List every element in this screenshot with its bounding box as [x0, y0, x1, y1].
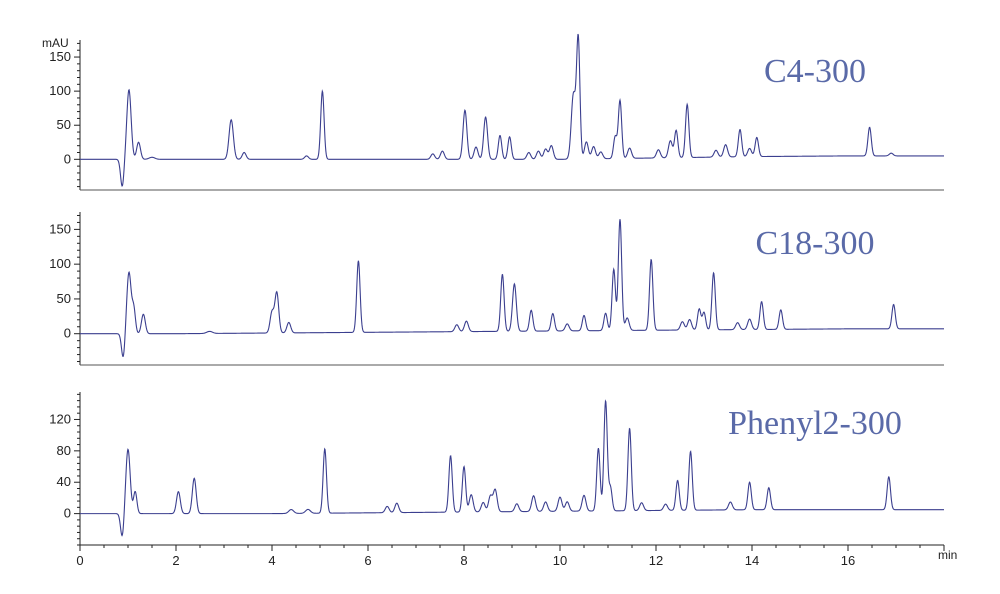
- y-unit-label: mAU: [42, 36, 69, 50]
- y-tick-label: 150: [49, 49, 71, 64]
- x-tick-label: 6: [364, 553, 371, 568]
- chart-panels: 0 50 100 150 C4-300 0 50 100 150 C18-300 0 40 80 120 P…: [49, 33, 944, 546]
- panel-title: C18-300: [756, 225, 875, 262]
- y-tick-label: 120: [49, 411, 71, 426]
- panel-title: Phenyl2-300: [728, 405, 902, 442]
- x-tick-label: 14: [745, 553, 759, 568]
- y-tick-label: 40: [57, 474, 71, 489]
- chromatogram-trace: [80, 219, 944, 357]
- y-tick-label: 100: [49, 256, 71, 271]
- y-tick-label: 50: [57, 117, 71, 132]
- panel-title: C4-300: [764, 53, 866, 90]
- x-tick-label: 4: [268, 553, 275, 568]
- y-tick-label: 80: [57, 443, 71, 458]
- y-tick-label: 100: [49, 83, 71, 98]
- chromatogram-trace: [80, 399, 944, 537]
- x-tick-label: 8: [460, 553, 467, 568]
- x-tick-label: 10: [553, 553, 567, 568]
- panel: 0 50 100 150 C18-300: [49, 212, 944, 366]
- y-tick-label: 0: [64, 151, 71, 166]
- x-tick-label: 0: [76, 553, 83, 568]
- x-tick-label: 12: [649, 553, 663, 568]
- panel: 0 40 80 120 Phenyl2-300: [49, 392, 944, 546]
- x-tick-label: 16: [841, 553, 855, 568]
- panel: 0 50 100 150 C4-300: [49, 33, 944, 191]
- y-tick-label: 0: [64, 326, 71, 341]
- chromatogram-trace: [80, 33, 944, 187]
- x-axis: 0 2 4 6 8 10 12 14 16: [76, 544, 945, 568]
- y-tick-label: 150: [49, 221, 71, 236]
- y-tick-label: 50: [57, 291, 71, 306]
- x-tick-label: 2: [172, 553, 179, 568]
- y-tick-label: 0: [64, 506, 71, 521]
- x-unit-label: min: [938, 548, 957, 562]
